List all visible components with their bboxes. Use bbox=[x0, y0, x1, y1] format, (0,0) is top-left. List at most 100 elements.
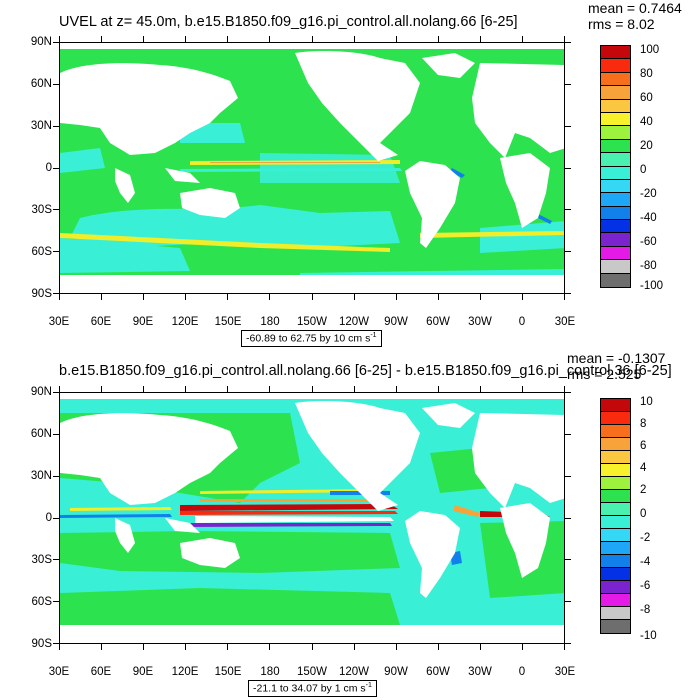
axis-tick bbox=[480, 294, 481, 300]
axis-tick bbox=[564, 386, 565, 392]
colorbar-swatch bbox=[601, 568, 630, 581]
colorbar-swatch bbox=[601, 425, 630, 438]
axis-tick bbox=[396, 386, 397, 392]
lat-label: 60S bbox=[31, 596, 52, 608]
lat-label: 60N bbox=[30, 78, 52, 90]
axis-tick bbox=[227, 294, 228, 300]
bottom-mean-value: mean = -0.1307 bbox=[567, 350, 666, 366]
lon-label: 120E bbox=[171, 666, 199, 678]
axis-tick bbox=[53, 601, 59, 602]
axis-tick bbox=[480, 36, 481, 42]
axis-tick bbox=[143, 644, 144, 650]
axis-tick bbox=[565, 84, 571, 85]
colorbar-label: 60 bbox=[640, 92, 653, 104]
axis-tick bbox=[522, 294, 523, 300]
colorbar-swatch bbox=[601, 412, 630, 425]
lon-label: 150E bbox=[214, 316, 242, 328]
top-panel-stats: mean = 0.7464 rms = 8.02 bbox=[588, 0, 682, 32]
colorbar-swatch bbox=[601, 233, 630, 247]
colorbar-label: -60 bbox=[640, 236, 657, 248]
colorbar-label: -20 bbox=[640, 188, 657, 200]
bottom-contour-range-label: -21.1 to 34.07 by 1 cm s-1 bbox=[248, 680, 377, 697]
axis-tick bbox=[564, 644, 565, 650]
lon-label: 180 bbox=[260, 666, 280, 678]
colorbar-label: -80 bbox=[640, 260, 657, 272]
axis-tick bbox=[480, 386, 481, 392]
colorbar-label: 0 bbox=[640, 508, 647, 520]
colorbar-swatch bbox=[601, 166, 630, 180]
lon-label: 90E bbox=[132, 316, 154, 328]
lat-label: 90S bbox=[31, 288, 52, 300]
axis-tick bbox=[396, 294, 397, 300]
colorbar-label: 40 bbox=[640, 116, 653, 128]
colorbar-swatch bbox=[601, 594, 630, 607]
axis-tick bbox=[312, 294, 313, 300]
lon-label: 60E bbox=[90, 316, 112, 328]
axis-tick bbox=[565, 559, 571, 560]
colorbar-swatch bbox=[601, 179, 630, 194]
lat-label: 90S bbox=[31, 638, 52, 650]
colorbar-swatch bbox=[601, 260, 630, 274]
axis-tick bbox=[312, 386, 313, 392]
lon-label: 30E bbox=[48, 316, 70, 328]
axis-tick bbox=[53, 126, 59, 127]
lat-label: 30N bbox=[30, 120, 52, 132]
axis-tick bbox=[59, 386, 60, 392]
axis-tick bbox=[565, 209, 571, 210]
axis-tick bbox=[564, 36, 565, 42]
axis-tick bbox=[269, 294, 270, 300]
axis-tick bbox=[53, 168, 59, 169]
colorbar-swatch bbox=[601, 516, 630, 529]
lat-label: 30S bbox=[31, 554, 52, 566]
lon-label: 0 bbox=[518, 666, 526, 678]
colorbar-swatch bbox=[601, 620, 630, 633]
top-contour-range-label: -60.89 to 62.75 by 10 cm s-1 bbox=[241, 330, 382, 347]
bottom-panel-title: b.e15.B1850.f09_g16.pi_control.all.nolan… bbox=[59, 363, 672, 379]
lat-label: 0 bbox=[45, 162, 52, 174]
bottom-panel-stats: mean = -0.1307 rms = 2.525 bbox=[567, 350, 665, 382]
lon-label: 90W bbox=[384, 666, 408, 678]
colorbar-swatch bbox=[601, 607, 630, 620]
colorbar-label: 4 bbox=[640, 462, 647, 474]
axis-tick bbox=[185, 294, 186, 300]
bottom-colorbar bbox=[600, 398, 631, 634]
axis-tick bbox=[227, 386, 228, 392]
axis-tick bbox=[53, 476, 59, 477]
axis-tick bbox=[227, 644, 228, 650]
lat-label: 90N bbox=[30, 36, 52, 48]
lon-label: 120E bbox=[171, 316, 199, 328]
colorbar-label: 6 bbox=[640, 440, 647, 452]
colorbar-label: 20 bbox=[640, 140, 653, 152]
top-mean-value: mean = 0.7464 bbox=[588, 0, 682, 16]
axis-tick bbox=[565, 392, 571, 393]
axis-tick bbox=[565, 601, 571, 602]
axis-tick bbox=[59, 36, 60, 42]
colorbar-swatch bbox=[601, 246, 630, 261]
lon-label: 30W bbox=[468, 316, 492, 328]
colorbar-swatch bbox=[601, 59, 630, 73]
colorbar-swatch bbox=[601, 464, 630, 477]
axis-tick bbox=[354, 294, 355, 300]
lat-label: 0 bbox=[45, 512, 52, 524]
lon-label: 30E bbox=[554, 316, 576, 328]
colorbar-swatch bbox=[601, 193, 630, 207]
axis-tick bbox=[59, 294, 60, 300]
colorbar-swatch bbox=[601, 220, 630, 234]
axis-tick bbox=[53, 84, 59, 85]
axis-tick bbox=[53, 518, 59, 519]
axis-tick bbox=[522, 386, 523, 392]
colorbar-swatch bbox=[601, 72, 630, 87]
top-rms-value: rms = 8.02 bbox=[588, 16, 655, 32]
axis-tick bbox=[101, 644, 102, 650]
axis-tick bbox=[53, 643, 59, 644]
bottom-map-frame bbox=[59, 392, 565, 644]
lon-label: 60W bbox=[426, 666, 450, 678]
lon-label: 90E bbox=[132, 666, 154, 678]
colorbar-label: -10 bbox=[640, 630, 657, 642]
lat-label: 60S bbox=[31, 246, 52, 258]
colorbar-label: 0 bbox=[640, 164, 647, 176]
axis-tick bbox=[396, 644, 397, 650]
colorbar-swatch bbox=[601, 153, 630, 167]
axis-tick bbox=[564, 294, 565, 300]
axis-tick bbox=[59, 644, 60, 650]
